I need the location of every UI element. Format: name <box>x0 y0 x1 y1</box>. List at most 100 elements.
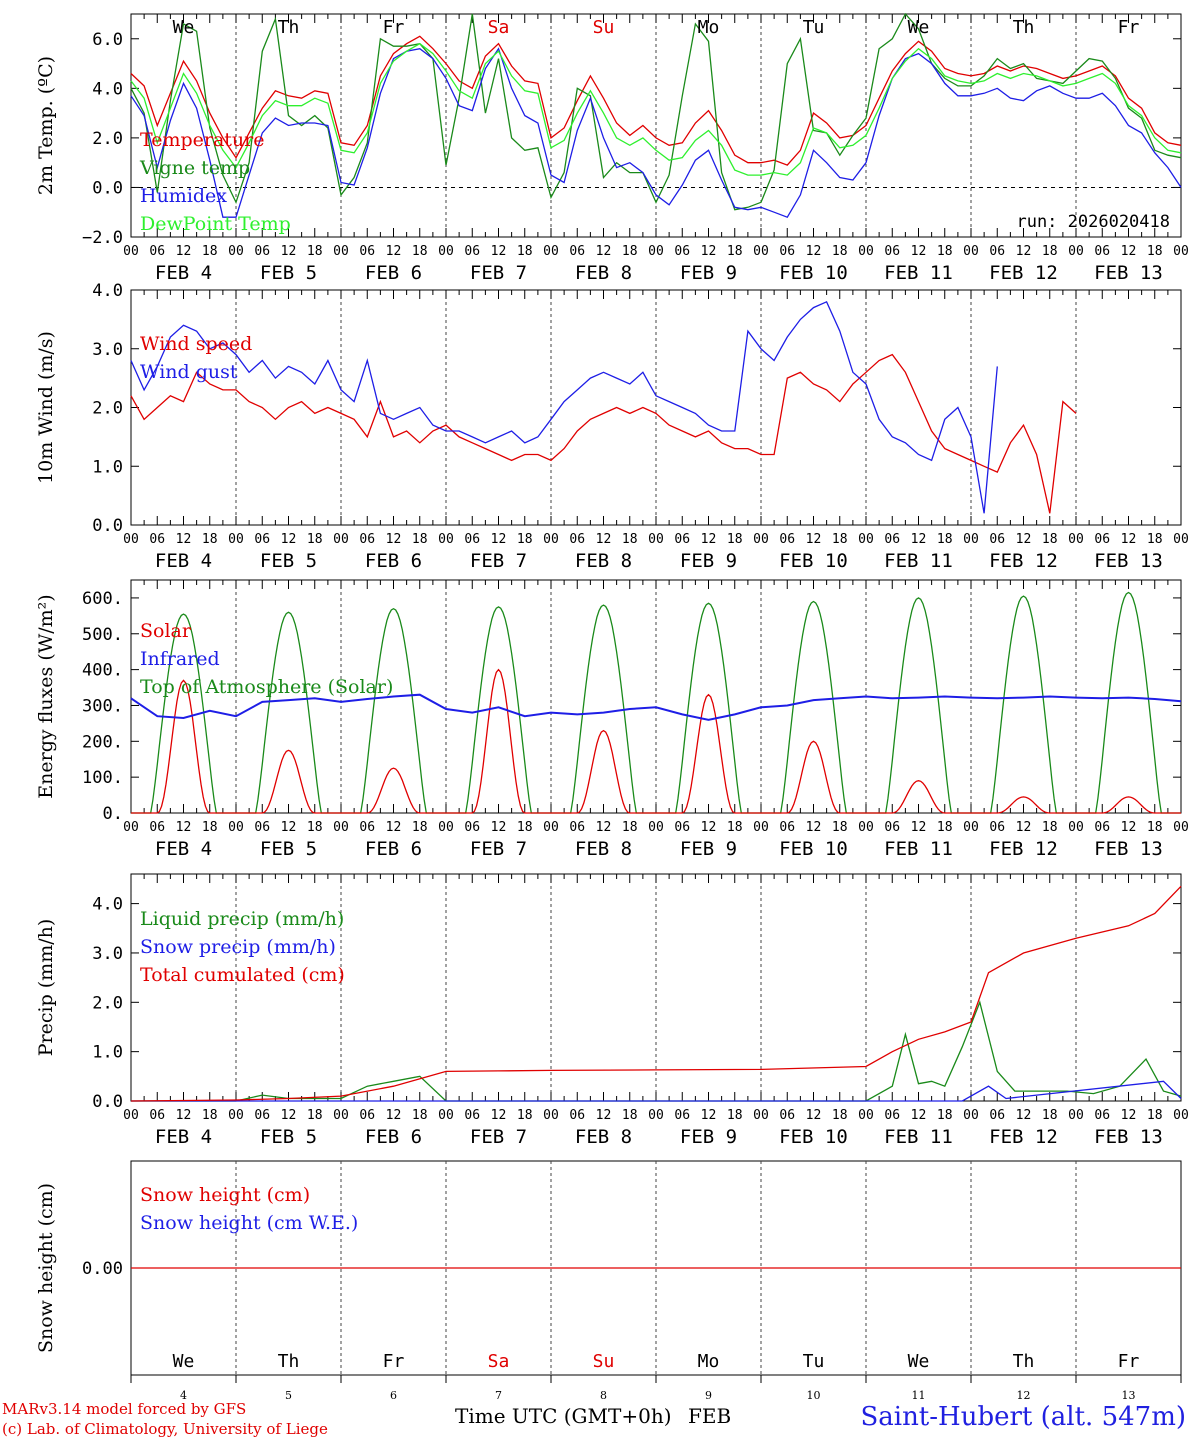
day-of-week-label: Sa <box>488 1351 510 1372</box>
hour-tick-label: 06 <box>464 1108 480 1123</box>
day-date-label: FEB 6 <box>365 1126 422 1148</box>
day-of-week-label: Th <box>1013 17 1035 38</box>
hour-tick-label: 12 <box>386 532 402 547</box>
hour-tick-label: 06 <box>359 1108 375 1123</box>
hour-tick-label: 12 <box>911 1108 927 1123</box>
hour-tick-label: 18 <box>307 532 323 547</box>
hour-tick-label: 06 <box>254 820 270 835</box>
hour-tick-label: 06 <box>359 820 375 835</box>
hour-tick-label: 12 <box>596 820 612 835</box>
hour-tick-label: 00 <box>648 532 664 547</box>
y-tick-label: −2.0 <box>82 228 123 248</box>
hour-tick-label: 18 <box>727 820 743 835</box>
hour-tick-label: 06 <box>149 1108 165 1123</box>
hour-tick-label: 00 <box>858 532 874 547</box>
hour-tick-label: 12 <box>701 244 717 259</box>
panel-energy: 00 06 12 18 00 06 12 18 00 06 12 18 00 06 12 18 00 06 12 18… <box>35 579 1189 860</box>
hour-tick-label: 12 <box>1016 244 1032 259</box>
y-axis-label: 2m Temp. (ºC) <box>35 56 57 195</box>
y-axis-label: 10m Wind (m/s) <box>35 331 57 484</box>
hour-tick-label: 18 <box>937 1108 953 1123</box>
hour-tick-label: 18 <box>412 1108 428 1123</box>
hour-tick-label: 12 <box>1016 1108 1032 1123</box>
day-number-label: 9 <box>705 1389 712 1402</box>
hour-tick-label: 12 <box>176 1108 192 1123</box>
hour-tick-label: 18 <box>202 820 218 835</box>
hour-tick-label: 00 <box>333 820 349 835</box>
day-date-label: FEB 10 <box>779 838 848 860</box>
hour-tick-label: 12 <box>701 532 717 547</box>
panel-precip: 00 06 12 18 00 06 12 18 00 06 12 18 00 06 12 18 00 06 12 18… <box>35 873 1189 1148</box>
hour-tick-label: 06 <box>464 532 480 547</box>
legend-second: Vigne temp <box>139 157 250 179</box>
hour-tick-label: 18 <box>937 532 953 547</box>
day-of-week-label: Th <box>278 17 300 38</box>
day-date-label: FEB 4 <box>155 262 212 284</box>
series-dewpoint-temp <box>130 42 1182 176</box>
hour-tick-label: 00 <box>333 1108 349 1123</box>
hour-tick-label: 06 <box>149 532 165 547</box>
hour-tick-label: 00 <box>228 244 244 259</box>
legend-first: Solar <box>140 620 192 642</box>
hour-tick-label: 12 <box>1016 532 1032 547</box>
series-infrared <box>130 693 1182 721</box>
hour-tick-label: 12 <box>1121 532 1137 547</box>
y-tick-label: 3.0 <box>92 944 123 964</box>
day-date-label: FEB 7 <box>470 550 527 572</box>
hour-tick-label: 00 <box>1173 244 1189 259</box>
hour-tick-label: 18 <box>727 1108 743 1123</box>
hour-tick-label: 06 <box>149 244 165 259</box>
hour-tick-label: 18 <box>622 820 638 835</box>
day-date-label: FEB 13 <box>1094 550 1163 572</box>
hour-tick-label: 18 <box>727 532 743 547</box>
day-of-week-label: We <box>173 17 195 38</box>
hour-tick-label: 18 <box>412 820 428 835</box>
y-tick-label: 0.0 <box>92 516 123 536</box>
day-date-label: FEB 8 <box>575 1126 632 1148</box>
day-date-label: FEB 11 <box>884 262 953 284</box>
hour-tick-label: 18 <box>307 820 323 835</box>
series-total-cumulated-cm- <box>130 885 1182 1102</box>
hour-tick-label: 18 <box>517 244 533 259</box>
hour-tick-label: 18 <box>1147 1108 1163 1123</box>
day-date-label: FEB 6 <box>365 550 422 572</box>
hour-tick-label: 00 <box>858 244 874 259</box>
credit-line-2: (c) Lab. of Climatology, University of L… <box>2 1420 328 1438</box>
y-tick-label: 600. <box>82 589 123 609</box>
day-date-label: FEB 8 <box>575 262 632 284</box>
day-of-week-label: Th <box>278 1351 300 1372</box>
y-tick-label: 0.00 <box>82 1259 123 1279</box>
hour-tick-label: 06 <box>779 244 795 259</box>
y-tick-label: 4.0 <box>92 79 123 99</box>
hour-tick-label: 06 <box>569 532 585 547</box>
hour-tick-label: 12 <box>281 820 297 835</box>
hour-tick-label: 00 <box>858 1108 874 1123</box>
day-number-label: 5 <box>285 1389 292 1402</box>
legend-second: Wind gust <box>140 361 238 383</box>
hour-tick-label: 06 <box>989 1108 1005 1123</box>
day-number-label: 8 <box>600 1389 607 1402</box>
legend-fourth: DewPoint Temp <box>140 213 291 235</box>
day-date-label: FEB 12 <box>989 550 1058 572</box>
legend-second: Infrared <box>140 648 220 670</box>
run-label: run: 2026020418 <box>1016 212 1170 232</box>
day-of-week-label: We <box>908 1351 930 1372</box>
hour-tick-label: 06 <box>989 820 1005 835</box>
hour-tick-label: 00 <box>438 244 454 259</box>
hour-tick-label: 06 <box>989 244 1005 259</box>
hour-tick-label: 18 <box>937 244 953 259</box>
day-date-label: FEB 10 <box>779 262 848 284</box>
day-date-label: FEB 8 <box>575 550 632 572</box>
hour-tick-label: 18 <box>727 244 743 259</box>
hour-tick-label: 06 <box>674 532 690 547</box>
day-date-label: FEB 11 <box>884 550 953 572</box>
panel-temp: 00 06 12 18 00 06 12 18 00 06 12 18 00 06 12 18 00 06 12 18… <box>35 12 1189 284</box>
y-tick-label: 0.0 <box>92 178 123 198</box>
time-axis-label: Time UTC (GMT+0h) <box>455 1404 672 1428</box>
hour-tick-label: 18 <box>1147 244 1163 259</box>
hour-tick-label: 00 <box>1173 532 1189 547</box>
hour-tick-label: 12 <box>911 820 927 835</box>
hour-tick-label: 12 <box>806 820 822 835</box>
day-date-label: FEB 9 <box>680 1126 737 1148</box>
hour-tick-label: 18 <box>832 532 848 547</box>
